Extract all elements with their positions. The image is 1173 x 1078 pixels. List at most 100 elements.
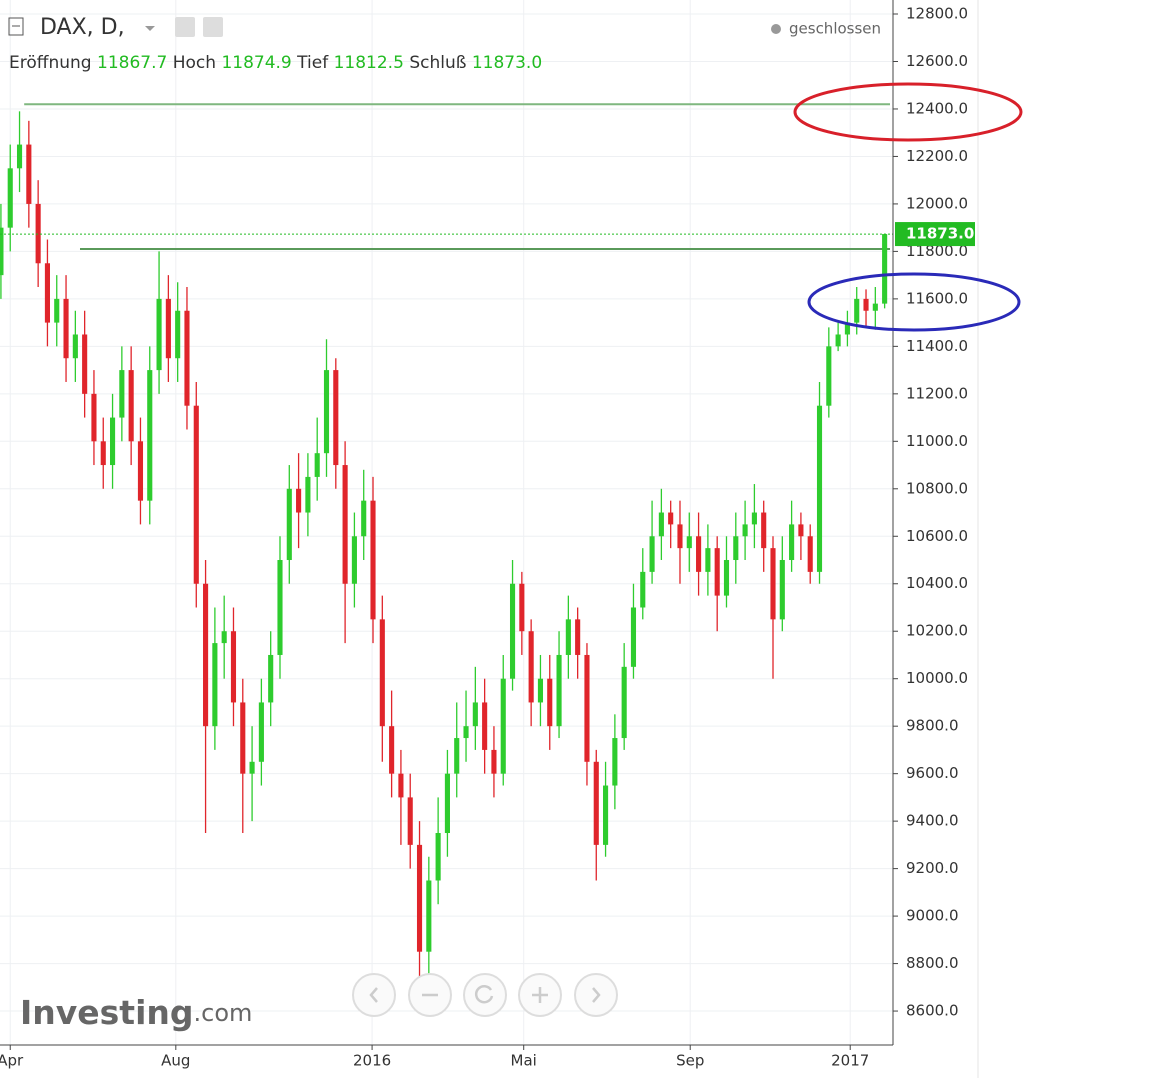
- candle-body: [249, 761, 255, 774]
- candle-body: [435, 833, 441, 881]
- candle-body: [816, 405, 823, 572]
- candle-body: [751, 512, 757, 525]
- settings-icon[interactable]: [203, 17, 223, 37]
- candle-body: [826, 346, 832, 406]
- candle-body: [593, 761, 599, 845]
- candle-body: [416, 844, 423, 952]
- value: 11867.7: [97, 53, 167, 73]
- collapse-icon[interactable]: [8, 17, 24, 36]
- candle-body: [342, 465, 348, 584]
- candle-body: [26, 144, 32, 204]
- candle-body: [156, 298, 162, 371]
- candle-body: [807, 536, 813, 572]
- candle-body: [72, 334, 78, 359]
- y-tick-label: 8800.0: [906, 954, 959, 972]
- label: Hoch: [173, 53, 216, 73]
- y-tick-label: 12800.0: [906, 5, 968, 23]
- nav-buttons: [352, 973, 618, 1017]
- candle-body: [686, 536, 692, 549]
- candle-body: [314, 453, 320, 477]
- y-tick-label: 9600.0: [906, 764, 959, 782]
- dropdown-arrow[interactable]: [145, 26, 155, 31]
- y-tick-label: 10800.0: [906, 479, 968, 497]
- plot-area: [0, 0, 893, 1045]
- candle-body: [203, 583, 209, 727]
- candle-body: [100, 441, 106, 466]
- scroll-left[interactable]: [352, 973, 396, 1017]
- candle-body: [575, 619, 581, 655]
- candle-body: [668, 512, 674, 525]
- candle-body: [509, 583, 516, 679]
- candle-body: [370, 500, 376, 620]
- candle-body: [323, 370, 330, 454]
- candle-body: [742, 524, 748, 537]
- x-tick-label: 2016: [353, 1052, 391, 1070]
- y-tick-label: 11000.0: [906, 432, 968, 450]
- reset[interactable]: [463, 973, 507, 1017]
- candle-body: [519, 583, 525, 632]
- candle-body: [258, 702, 264, 762]
- candle-body: [630, 607, 637, 667]
- candle-body: [128, 370, 134, 442]
- candle-body: [779, 560, 785, 620]
- candle-body: [165, 298, 171, 359]
- candle-body: [733, 536, 739, 561]
- candle-body: [696, 536, 702, 572]
- candle-body: [286, 488, 292, 561]
- eye-icon[interactable]: [175, 17, 195, 37]
- candle-body: [296, 488, 302, 513]
- candle-body: [333, 370, 339, 466]
- y-tick-label: 10600.0: [906, 527, 968, 545]
- y-tick-label: 12600.0: [906, 52, 968, 70]
- candle-body: [240, 702, 246, 774]
- status: geschlossen: [789, 20, 881, 38]
- candle-body: [44, 263, 50, 323]
- candle-body: [137, 441, 144, 501]
- candle-body: [277, 560, 283, 655]
- candle-body: [426, 880, 432, 952]
- y-tick-label: 11800.0: [906, 242, 968, 260]
- candle-body: [0, 227, 4, 276]
- symbol: DAX, D,: [40, 15, 125, 40]
- candle-body: [184, 310, 190, 406]
- candle-body: [500, 678, 506, 774]
- candle-body: [640, 571, 646, 608]
- y-tick-label: 8600.0: [906, 1002, 959, 1020]
- scroll-right[interactable]: [574, 973, 618, 1017]
- candle-body: [361, 500, 367, 537]
- candle-body: [444, 773, 450, 834]
- candle-body: [770, 548, 776, 620]
- candle-body: [882, 234, 888, 304]
- candle-body: [16, 144, 23, 169]
- candle-body: [612, 738, 618, 786]
- candle-body: [649, 536, 655, 572]
- x-tick-label: 2017: [831, 1052, 869, 1070]
- candle-body: [723, 560, 730, 596]
- brand-suffix: .com: [194, 999, 253, 1027]
- candle-body: [547, 678, 553, 727]
- highlight-ellipse: [807, 272, 1021, 332]
- candle-body: [379, 619, 385, 727]
- candle-body: [556, 654, 562, 727]
- ohlc-header: Eröffnung 11867.7 Hoch 11874.9 Tief 1181…: [9, 53, 542, 73]
- candle-body: [714, 548, 720, 596]
- candle-body: [463, 726, 469, 739]
- candle-body: [407, 797, 413, 845]
- candle-body: [35, 203, 41, 264]
- y-tick-label: 9400.0: [906, 812, 959, 830]
- status-dot: [771, 24, 781, 34]
- watermark: Investing.com: [20, 993, 252, 1032]
- candle-body: [63, 298, 69, 359]
- candle-body: [175, 310, 181, 359]
- candle-body: [537, 678, 544, 703]
- candle-body: [268, 654, 274, 703]
- candle-body: [761, 512, 767, 549]
- y-tick-label: 9800.0: [906, 717, 959, 735]
- candle-body: [658, 512, 664, 537]
- y-tick-label: 9200.0: [906, 859, 959, 877]
- y-tick-label: 12400.0: [906, 99, 968, 117]
- candle-body: [91, 393, 97, 442]
- candle-body: [212, 643, 218, 727]
- candle-body: [109, 417, 116, 466]
